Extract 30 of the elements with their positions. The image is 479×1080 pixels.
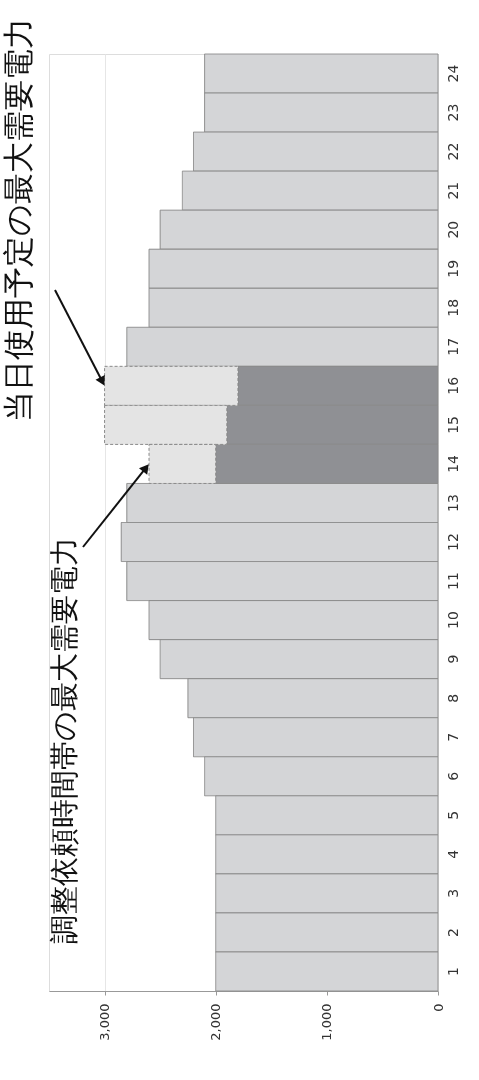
y-tick-label: 14 — [444, 454, 461, 473]
y-tick-label: 21 — [444, 181, 461, 200]
x-tick-label: 0 — [430, 1003, 446, 1012]
y-tick-label: 20 — [444, 220, 461, 239]
y-tick-label: 2 — [444, 927, 461, 937]
x-tick-label: 2,000 — [208, 1003, 224, 1041]
x-tick-label: 1,000 — [319, 1003, 335, 1041]
y-tick-label: 16 — [444, 376, 461, 395]
annotation: 調整依頼時間帯の最大需要電力 — [47, 536, 81, 944]
annotation: 当日使用予定の最大需要電力 — [0, 18, 36, 422]
y-tick-label: 22 — [444, 142, 461, 161]
y-tick-label: 12 — [444, 533, 461, 551]
x-tick-label: 3,000 — [97, 1003, 113, 1041]
y-tick-label: 5 — [444, 810, 461, 820]
y-tick-label: 11 — [444, 572, 461, 590]
y-tick-label: 9 — [444, 654, 461, 664]
y-tick-label: 18 — [444, 298, 461, 317]
y-tick-label: 19 — [444, 259, 461, 278]
y-tick-label: 6 — [444, 771, 461, 781]
y-tick-label: 10 — [444, 611, 461, 630]
y-tick-label: 7 — [444, 732, 461, 742]
y-tick-label: 17 — [444, 337, 461, 356]
y-tick-label: 4 — [444, 849, 461, 859]
y-tick-label: 1 — [444, 967, 461, 976]
y-tick-label: 3 — [444, 888, 461, 898]
y-tick-label: 15 — [444, 415, 461, 434]
y-tick-label: 8 — [444, 693, 461, 703]
y-tick-label: 13 — [444, 494, 461, 512]
y-tick-label: 23 — [444, 103, 461, 122]
y-tick-label: 24 — [444, 64, 461, 83]
